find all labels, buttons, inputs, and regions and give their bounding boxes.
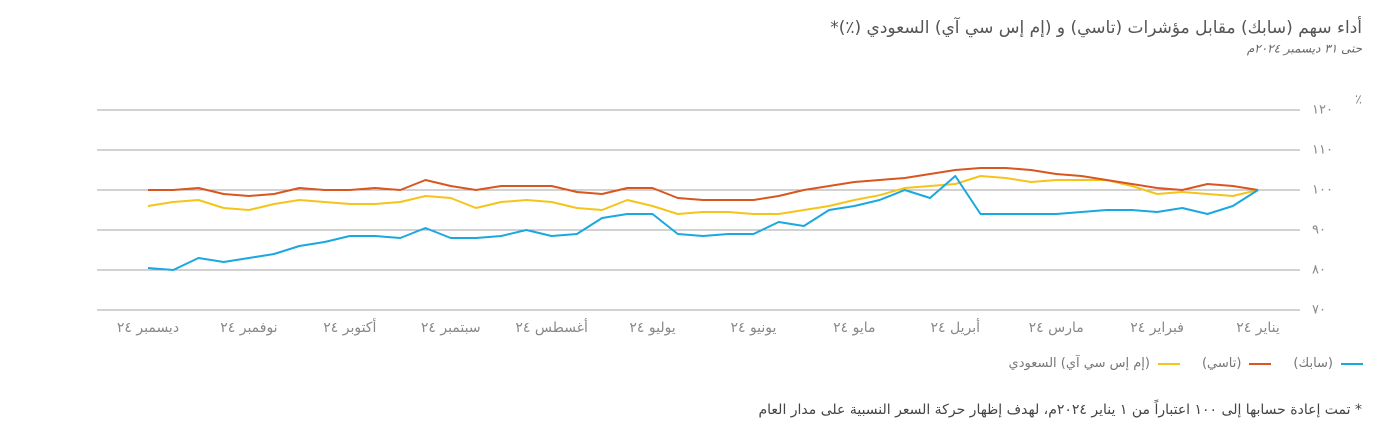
x-tick-label: فبراير ٢٤ — [1130, 320, 1184, 336]
series-line — [147, 175, 1259, 215]
y-tick-label: ١٢٠ — [1312, 103, 1333, 118]
x-tick-label: أبريل ٢٤ — [931, 318, 981, 336]
legend-swatch — [1341, 362, 1363, 365]
y-tick-label: ١١٠ — [1312, 143, 1333, 158]
series-line — [148, 167, 1259, 201]
y-axis-label: ٪ — [1355, 93, 1362, 108]
x-tick-label: ديسمبر ٢٤ — [117, 320, 179, 336]
legend: (سابك) (تاسي) (إم إس سي آي) السعودي — [1009, 356, 1363, 371]
x-tick-label: يونيو ٢٤ — [730, 320, 776, 336]
legend-label: (سابك) — [1293, 356, 1333, 371]
x-tick-label: يناير ٢٤ — [1236, 320, 1280, 336]
x-tick-label: يوليو ٢٤ — [629, 320, 675, 336]
legend-label: (إم إس سي آي) السعودي — [1008, 356, 1150, 371]
legend-item: (تاسي) — [1201, 356, 1272, 371]
x-tick-label: مايو ٢٤ — [833, 320, 875, 336]
legend-item: (سابك) — [1293, 356, 1363, 371]
y-tick-label: ٩٠ — [1312, 223, 1326, 238]
chart-title: أداء سهم (سابك) مقابل مؤشرات (تاسي) و (إ… — [830, 16, 1362, 38]
legend-swatch — [1157, 362, 1180, 365]
x-tick-label: أغسطس ٢٤ — [515, 318, 588, 336]
x-tick-label: مارس ٢٤ — [1029, 320, 1084, 336]
y-tick-label: ٨٠ — [1312, 263, 1326, 278]
x-tick-label: أكتوبر ٢٤ — [323, 318, 376, 336]
y-tick-label: ١٠٠ — [1312, 183, 1333, 198]
footnote: * تمت إعادة حسابها إلى ١٠٠ اعتباراً من ١… — [758, 399, 1362, 418]
y-tick-label: ٧٠ — [1312, 303, 1326, 318]
legend-item: (إم إس سي آي) السعودي — [1009, 356, 1180, 371]
chart-subtitle: حتى ٣١ ديسمبر ٢٠٢٤م — [1247, 42, 1363, 56]
legend-swatch — [1249, 362, 1272, 365]
legend-label: (تاسي) — [1201, 356, 1242, 371]
x-tick-label: نوفمبر ٢٤ — [220, 320, 277, 336]
series-line — [147, 175, 1259, 271]
x-tick-label: سبتمبر ٢٤ — [421, 320, 481, 336]
